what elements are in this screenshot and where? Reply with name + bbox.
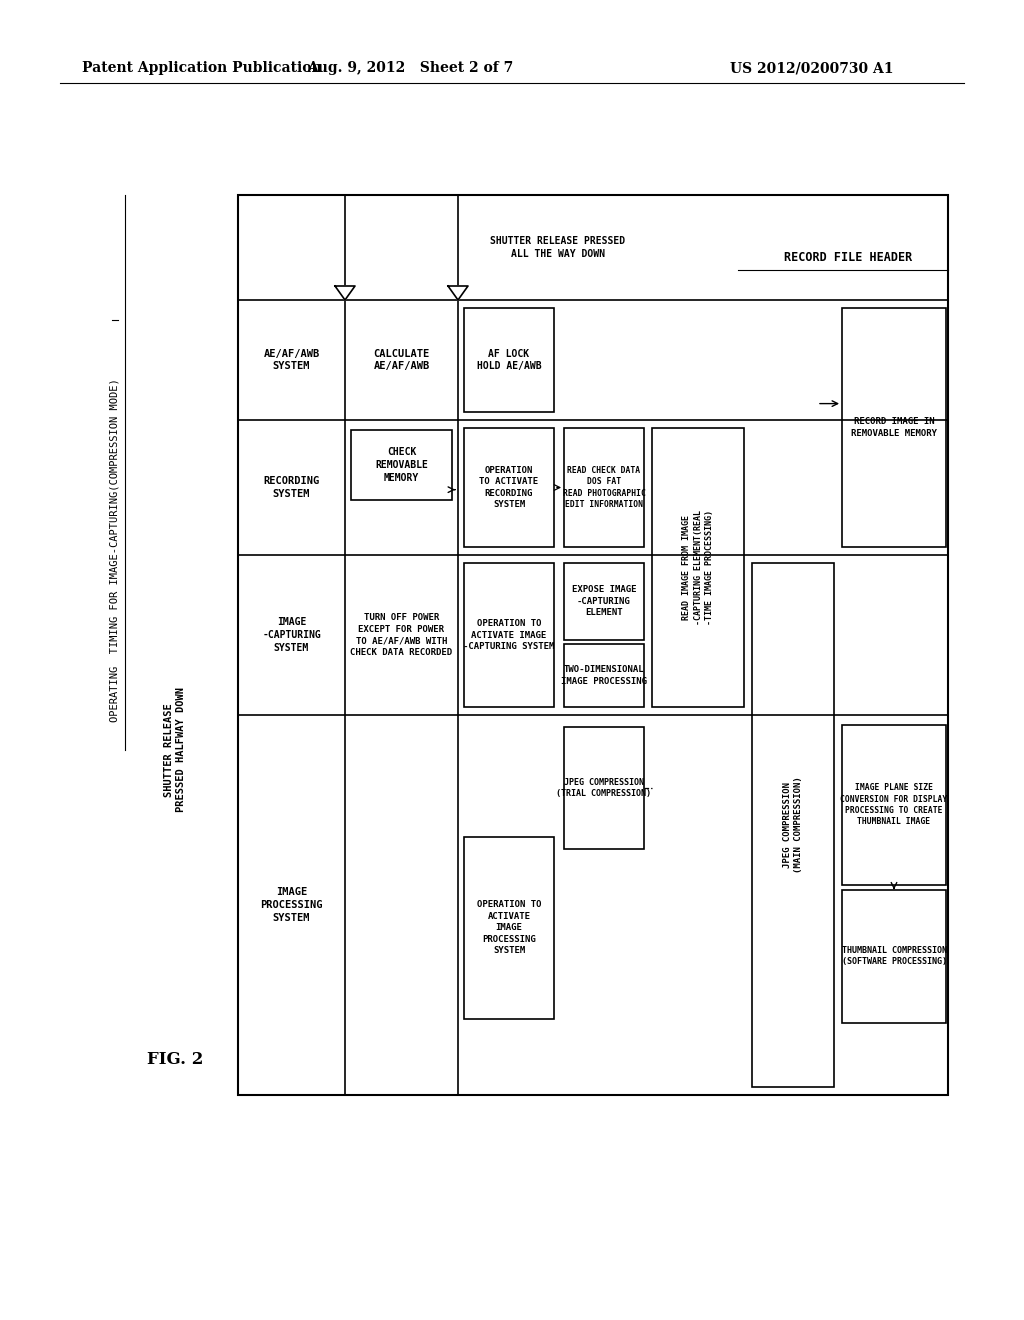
Text: Patent Application Publication: Patent Application Publication: [82, 61, 322, 75]
Bar: [238, 195, 948, 1096]
Text: THUMBNAIL COMPRESSION
(SOFTWARE PROCESSING): THUMBNAIL COMPRESSION (SOFTWARE PROCESSI…: [842, 946, 946, 966]
Bar: [564, 564, 644, 640]
Text: IMAGE
PROCESSING
SYSTEM: IMAGE PROCESSING SYSTEM: [260, 887, 323, 923]
Bar: [351, 430, 452, 500]
Text: JPEG COMPRESSION
(TRIAL COMPRESSION): JPEG COMPRESSION (TRIAL COMPRESSION): [556, 777, 651, 799]
Text: IMAGE
-CAPTURING
SYSTEM: IMAGE -CAPTURING SYSTEM: [262, 618, 321, 653]
Bar: [464, 308, 554, 412]
Text: OPERATION TO
ACTIVATE
IMAGE
PROCESSING
SYSTEM: OPERATION TO ACTIVATE IMAGE PROCESSING S…: [477, 900, 542, 956]
Bar: [564, 428, 644, 546]
Text: SHUTTER RELEASE PRESSED
ALL THE WAY DOWN: SHUTTER RELEASE PRESSED ALL THE WAY DOWN: [490, 236, 626, 259]
Text: US 2012/0200730 A1: US 2012/0200730 A1: [730, 61, 894, 75]
Text: AE/AF/AWB
SYSTEM: AE/AF/AWB SYSTEM: [263, 348, 319, 371]
Text: FIG. 2: FIG. 2: [146, 1052, 203, 1068]
Text: RECORDING
SYSTEM: RECORDING SYSTEM: [263, 477, 319, 499]
Text: READ IMAGE FROM IMAGE
-CAPTURING ELEMENT(REAL
-TIME IMAGE PROCESSING): READ IMAGE FROM IMAGE -CAPTURING ELEMENT…: [682, 510, 714, 624]
Text: RECORD IMAGE IN
REMOVABLE MEMORY: RECORD IMAGE IN REMOVABLE MEMORY: [851, 417, 937, 438]
Text: CHECK
REMOVABLE
MEMORY: CHECK REMOVABLE MEMORY: [375, 447, 428, 483]
Bar: [842, 725, 946, 884]
Bar: [464, 837, 554, 1019]
Text: TWO-DIMENSIONAL
IMAGE PROCESSING: TWO-DIMENSIONAL IMAGE PROCESSING: [561, 665, 647, 685]
Text: SHUTTER RELEASE
PRESSED HALFWAY DOWN: SHUTTER RELEASE PRESSED HALFWAY DOWN: [164, 688, 186, 813]
Bar: [842, 308, 946, 546]
Text: AF LOCK
HOLD AE/AWB: AF LOCK HOLD AE/AWB: [477, 348, 542, 371]
Text: TURN OFF POWER
EXCEPT FOR POWER
TO AE/AF/AWB WITH
CHECK DATA RECORDED: TURN OFF POWER EXCEPT FOR POWER TO AE/AF…: [350, 614, 453, 656]
Text: JPEG COMPRESSION
(MAIN COMPRESSION): JPEG COMPRESSION (MAIN COMPRESSION): [782, 776, 803, 874]
Bar: [842, 890, 946, 1023]
Text: CALCULATE
AE/AF/AWB: CALCULATE AE/AF/AWB: [374, 348, 430, 371]
Text: OPERATION
TO ACTIVATE
RECORDING
SYSTEM: OPERATION TO ACTIVATE RECORDING SYSTEM: [479, 466, 539, 510]
Text: OPERATING  TIMING FOR IMAGE-CAPTURING(COMPRESSION MODE): OPERATING TIMING FOR IMAGE-CAPTURING(COM…: [110, 378, 120, 722]
Text: Aug. 9, 2012   Sheet 2 of 7: Aug. 9, 2012 Sheet 2 of 7: [307, 61, 513, 75]
Text: IMAGE PLANE SIZE
CONVERSION FOR DISPLAY
PROCESSING TO CREATE
THUMBNAIL IMAGE: IMAGE PLANE SIZE CONVERSION FOR DISPLAY …: [841, 783, 947, 826]
Polygon shape: [335, 286, 355, 300]
Bar: [564, 644, 644, 708]
Bar: [464, 428, 554, 546]
Text: EXPOSE IMAGE
-CAPTURING
ELEMENT: EXPOSE IMAGE -CAPTURING ELEMENT: [571, 586, 636, 618]
Bar: [752, 564, 834, 1086]
Bar: [564, 727, 644, 849]
Bar: [464, 564, 554, 708]
Text: READ CHECK DATA
DOS FAT
READ PHOTOGRAPHIC
EDIT INFORMATION: READ CHECK DATA DOS FAT READ PHOTOGRAPHI…: [562, 466, 645, 510]
Bar: [652, 428, 744, 708]
Text: OPERATION TO
ACTIVATE IMAGE
-CAPTURING SYSTEM: OPERATION TO ACTIVATE IMAGE -CAPTURING S…: [463, 619, 555, 651]
Polygon shape: [449, 286, 468, 300]
Text: RECORD FILE HEADER: RECORD FILE HEADER: [784, 251, 912, 264]
